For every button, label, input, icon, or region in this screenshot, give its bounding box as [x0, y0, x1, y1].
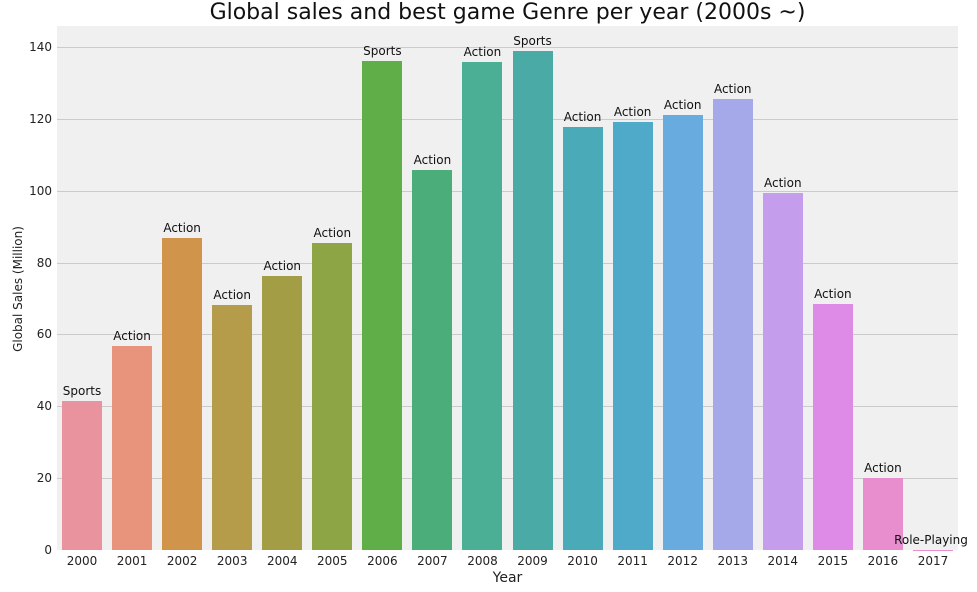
x-tick-label: 2006	[367, 554, 398, 568]
x-tick-label: 2008	[467, 554, 498, 568]
y-tick-label: 20	[36, 471, 52, 486]
bar-2008	[462, 62, 503, 550]
bar-annotation: Action	[764, 175, 802, 190]
bar-annotation: Action	[263, 258, 302, 273]
x-tick-label: 2016	[867, 554, 899, 568]
bar-2012	[662, 114, 703, 550]
bar-annotation: Sports	[363, 43, 402, 58]
y-tick-label: 60	[36, 327, 52, 342]
plot-area: Sports Action Action Action Action Action Spor…	[57, 26, 968, 550]
x-tick-label: 2015	[817, 554, 849, 568]
bar-2009	[512, 50, 553, 550]
bar-annotation: Action	[413, 152, 452, 167]
gridline	[57, 118, 958, 120]
y-tick-label: 140	[29, 39, 52, 54]
gridline	[57, 190, 958, 192]
bar-2003	[212, 304, 253, 550]
x-tick-label: 2010	[567, 554, 598, 568]
bar-2016	[862, 478, 903, 550]
gridline	[57, 406, 958, 408]
y-tick-label: 0	[44, 543, 52, 557]
x-tick-label: 2003	[216, 554, 248, 568]
bar-annotation: Action	[163, 221, 201, 236]
bar-2013	[712, 99, 753, 550]
x-tick-label: 2013	[717, 554, 749, 568]
x-tick-label: 2012	[667, 554, 698, 568]
bar-annotation: Action	[113, 328, 151, 343]
x-tick-label: 2017	[917, 554, 949, 568]
bar-2015	[812, 303, 853, 550]
bar-2010	[562, 127, 603, 550]
bar-2002	[162, 238, 203, 550]
y-tick-label: 40	[36, 399, 52, 414]
bar-annotation: Action	[713, 82, 752, 97]
bar-annotation: Action	[663, 97, 702, 112]
y-tick-label: 80	[36, 255, 52, 270]
bar-2004	[262, 275, 303, 550]
bar-2007	[412, 169, 453, 550]
x-tick-label: 2011	[617, 554, 648, 568]
bar-annotation: Action	[213, 287, 251, 302]
bar-annotation: Action	[463, 45, 502, 60]
x-tick-label: 2005	[317, 554, 348, 568]
bar-2001	[112, 345, 153, 550]
gridline	[57, 46, 958, 48]
gridline	[57, 334, 958, 336]
bar-annotation: Sports	[62, 383, 102, 398]
bar-2014	[762, 192, 803, 550]
chart-title: Global sales and best game Genre per yea…	[209, 0, 806, 25]
y-tick-label: 120	[29, 111, 52, 126]
x-tick-label: 2004	[266, 554, 298, 568]
gridline	[57, 262, 958, 264]
bar-2011	[612, 122, 653, 550]
bar-annotation: Sports	[513, 33, 552, 48]
y-tick-label: 100	[29, 183, 52, 198]
bar-2005	[312, 243, 353, 550]
bar-2006	[362, 61, 403, 550]
bar-annotation: Action	[563, 110, 602, 125]
bar-annotation: Action	[313, 226, 352, 241]
gridline	[57, 478, 958, 480]
bar-2000	[62, 400, 103, 550]
bar-annotation: Action	[814, 286, 852, 301]
x-tick-label: 2009	[517, 554, 548, 568]
x-axis-label: Year	[492, 570, 523, 586]
x-tick-label: 2014	[767, 554, 799, 568]
bar-annotation: Role-Playing	[894, 532, 968, 547]
x-tick-label: 2000	[66, 554, 98, 568]
bar-annotation: Action	[864, 461, 902, 476]
x-tick-label: 2002	[166, 554, 198, 568]
bar-annotation: Action	[613, 105, 652, 120]
y-axis-label: Global Sales (Million)	[11, 226, 25, 352]
x-tick-label: 2001	[116, 554, 148, 568]
x-tick-label: 2007	[417, 554, 448, 568]
